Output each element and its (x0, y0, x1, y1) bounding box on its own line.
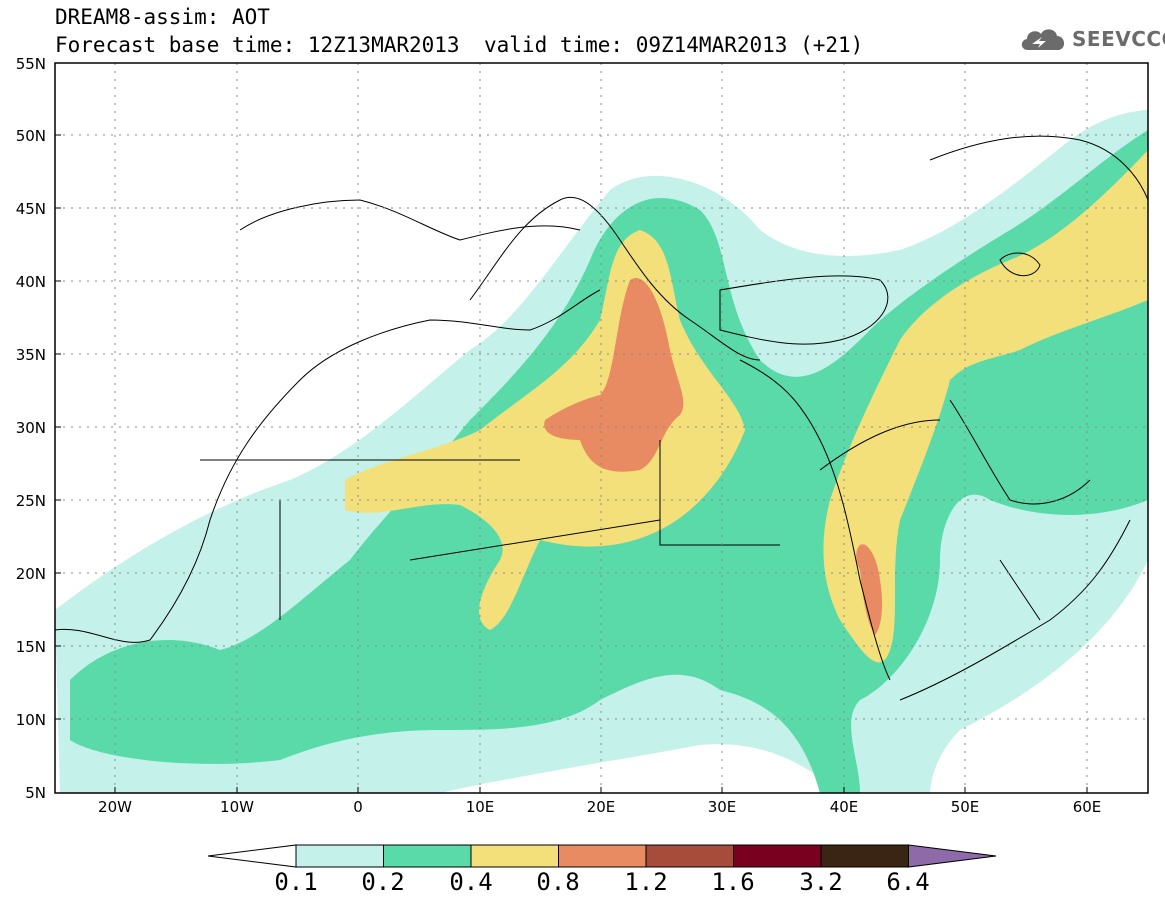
colorbar-label: 1.2 (624, 868, 668, 896)
lon-label: 20W (98, 798, 132, 816)
title-base-time: Forecast base time: 12Z13MAR2013 (55, 33, 460, 57)
lat-label: 40N (15, 273, 46, 291)
lat-label: 5N (25, 784, 46, 802)
colorbar-segment-3 (470, 844, 559, 868)
colorbar-segment-2 (383, 844, 472, 868)
colorbar-label: 6.4 (886, 868, 930, 896)
lon-label: 10E (465, 798, 495, 816)
lon-label: 50E (950, 798, 980, 816)
lat-label: 55N (15, 55, 46, 73)
lon-label: 40E (829, 798, 859, 816)
lon-label: 0 (353, 798, 363, 816)
aot-contour-0.4 (345, 150, 1148, 663)
colorbar-segment-4 (558, 844, 647, 868)
colorbar-segment-5 (645, 844, 734, 868)
lon-label: 30E (707, 798, 737, 816)
colorbar-label: 3.2 (799, 868, 843, 896)
lat-label: 35N (15, 346, 46, 364)
colorbar (207, 844, 997, 868)
lat-label: 15N (15, 638, 46, 656)
colorbar-label: 0.8 (536, 868, 580, 896)
colorbar-label: 0.1 (274, 868, 318, 896)
lat-label: 10N (15, 711, 46, 729)
colorbar-label: 0.4 (449, 868, 493, 896)
logo-text: SEEVCCC (1072, 27, 1165, 51)
lat-label: 20N (15, 565, 46, 583)
colorbar-label: 0.2 (361, 868, 405, 896)
seevccc-logo: SEEVCCC (1018, 24, 1165, 56)
title-valid-time: valid time: 09Z14MAR2013 (+21) (484, 33, 864, 57)
colorbar-segment-6 (733, 844, 822, 868)
gridlines (55, 63, 1148, 793)
colorbar-segment-1 (295, 844, 384, 868)
lat-label: 50N (15, 127, 46, 145)
lon-label: 20E (586, 798, 616, 816)
colorbar-segment-7 (820, 844, 909, 868)
lon-label: 60E (1072, 798, 1102, 816)
aot-contour-0.8 (544, 278, 883, 635)
lat-label: 30N (15, 419, 46, 437)
colorbar-segment-under (207, 844, 297, 868)
lon-label: 10W (220, 798, 254, 816)
lat-label: 45N (15, 200, 46, 218)
coastlines (55, 135, 1148, 701)
colorbar-segment-over (908, 844, 997, 868)
cloud-icon (1021, 29, 1065, 50)
map-frame (54, 62, 1149, 794)
title-product: DREAM8-assim: AOT (55, 5, 270, 29)
lat-label: 25N (15, 492, 46, 510)
colorbar-label: 1.6 (711, 868, 755, 896)
